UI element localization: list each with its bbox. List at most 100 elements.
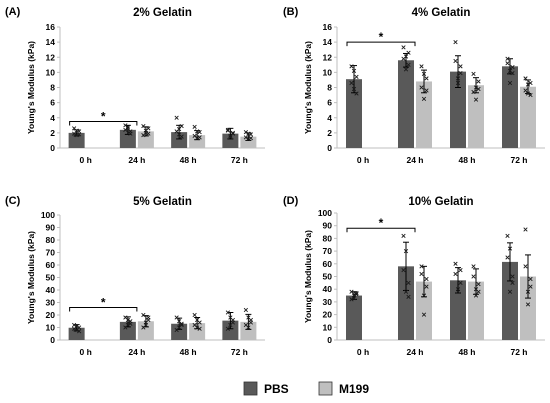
data-point xyxy=(197,135,202,140)
bar-pbs xyxy=(222,133,239,148)
y-tick-label: 4 xyxy=(327,113,332,123)
data-point xyxy=(523,227,528,232)
data-point xyxy=(243,322,248,328)
y-tick-label: 80 xyxy=(46,235,56,245)
data-point xyxy=(510,71,515,76)
bar-m199 xyxy=(520,276,536,340)
y-tick-label: 0 xyxy=(327,335,332,345)
data-point xyxy=(141,133,146,138)
chart-panel-b: (B) 4% Gelatin Young's Modulus (kPa) 0 2 4 6 8 1… xyxy=(283,6,545,165)
data-point xyxy=(74,133,79,138)
data-point xyxy=(354,292,359,297)
data-point xyxy=(523,76,528,81)
data-point xyxy=(455,80,461,86)
legend-swatch-m199 xyxy=(318,381,333,396)
data-point xyxy=(225,128,230,133)
y-tick-label: 2 xyxy=(327,128,332,138)
y-tick-label: 20 xyxy=(46,310,56,320)
data-point xyxy=(351,68,357,73)
data-point xyxy=(476,282,481,287)
data-point xyxy=(458,280,463,285)
bar-pbs xyxy=(119,129,136,148)
data-point xyxy=(505,56,510,61)
x-tick-label: 24 h xyxy=(128,347,145,357)
y-tick-label: 6 xyxy=(327,98,332,108)
data-point xyxy=(141,312,146,318)
y-tick-label: 10 xyxy=(46,323,56,333)
data-point xyxy=(523,264,528,269)
y-tick-label: 30 xyxy=(46,298,56,308)
bar-m199 xyxy=(416,281,432,340)
data-point xyxy=(230,320,235,325)
data-point xyxy=(528,284,533,289)
y-tick-label: 80 xyxy=(323,233,333,243)
y-tick-label: 10 xyxy=(323,67,333,77)
data-point xyxy=(458,268,463,273)
data-point xyxy=(419,264,424,269)
y-tick-label: 70 xyxy=(46,248,56,258)
data-point xyxy=(455,76,461,81)
y-axis-label: Young's Modulus (kPa) xyxy=(26,231,36,324)
data-point xyxy=(424,76,429,81)
data-point xyxy=(354,91,359,96)
data-point xyxy=(72,322,77,328)
x-tick-label: 48 h xyxy=(180,347,197,357)
x-tick-label: 72 h xyxy=(510,155,527,165)
y-tick-label: 0 xyxy=(327,143,332,153)
bar-m199 xyxy=(416,81,432,148)
data-point xyxy=(528,92,533,98)
significance-star: * xyxy=(101,296,106,310)
x-tick-label: 0 h xyxy=(79,155,91,165)
data-point xyxy=(453,261,458,266)
x-tick-label: 24 h xyxy=(406,347,423,357)
y-tick-label: 12 xyxy=(46,52,56,62)
data-point xyxy=(505,61,510,66)
x-tick-label: 72 h xyxy=(231,347,248,357)
data-point xyxy=(476,86,481,92)
data-point xyxy=(406,62,411,67)
data-point xyxy=(77,325,82,330)
significance-star: * xyxy=(101,110,106,124)
data-point xyxy=(476,289,481,294)
significance-bracket xyxy=(69,121,138,126)
x-tick-label: 48 h xyxy=(458,155,475,165)
bar-m199 xyxy=(468,281,484,340)
significance-bracket xyxy=(346,41,416,47)
data-point xyxy=(243,130,248,135)
data-point xyxy=(406,294,411,299)
data-point xyxy=(225,326,230,331)
data-point xyxy=(453,58,458,64)
data-point xyxy=(354,74,359,80)
y-axis-label: Young's Modulus (kPa) xyxy=(26,41,36,134)
data-point xyxy=(403,289,409,294)
chart-panel-d: (D) 10% Gelatin Young's Modulus (kPa) 0 10 20… xyxy=(283,195,545,357)
y-tick-label: 70 xyxy=(323,246,333,256)
data-point xyxy=(125,124,130,129)
bar-pbs xyxy=(398,60,414,148)
data-point xyxy=(507,246,513,251)
data-point xyxy=(458,64,463,69)
data-point xyxy=(179,322,184,328)
data-point xyxy=(77,132,82,137)
data-point xyxy=(471,71,476,77)
data-point xyxy=(246,136,251,142)
data-point xyxy=(349,297,354,302)
data-point xyxy=(419,64,424,69)
bar-pbs xyxy=(502,66,518,148)
data-point xyxy=(401,45,406,50)
data-point xyxy=(197,130,202,135)
data-point xyxy=(401,233,406,238)
data-point xyxy=(406,280,411,285)
bar-pbs xyxy=(171,132,188,148)
data-point xyxy=(473,97,479,102)
data-point xyxy=(419,271,424,277)
bar-m199 xyxy=(240,136,257,148)
data-point xyxy=(74,128,79,133)
data-point xyxy=(421,96,427,101)
y-tick-label: 60 xyxy=(46,260,56,270)
data-point xyxy=(351,86,357,92)
data-point xyxy=(230,130,235,135)
y-tick-label: 10 xyxy=(46,67,56,77)
y-tick-label: 100 xyxy=(41,210,55,220)
